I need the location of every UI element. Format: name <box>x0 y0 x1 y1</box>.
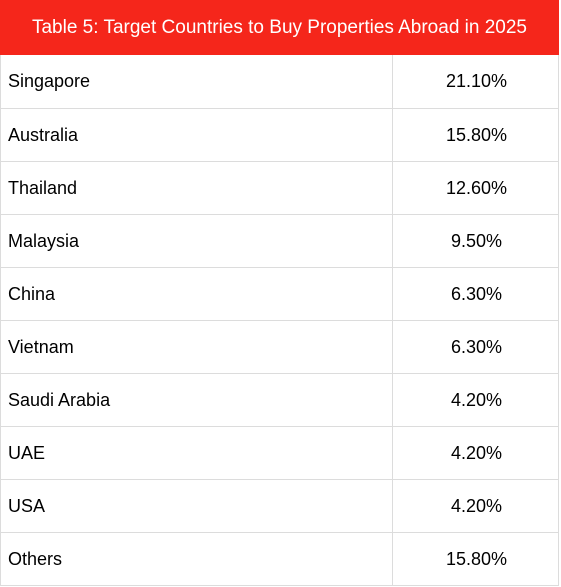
table-row: USA 4.20% <box>1 479 558 532</box>
percentage-cell: 12.60% <box>445 177 508 198</box>
country-cell: Australia <box>1 109 393 161</box>
table-row: China 6.30% <box>1 267 558 320</box>
table-row: Others 15.80% <box>1 532 558 585</box>
country-cell: UAE <box>1 427 393 479</box>
percentage-cell: 4.20% <box>450 442 503 463</box>
table-row: Saudi Arabia 4.20% <box>1 373 558 426</box>
country-cell: Others <box>1 533 393 585</box>
country-cell: China <box>1 268 393 320</box>
percentage-cell: 15.80% <box>445 124 508 145</box>
country-cell: Singapore <box>1 55 393 108</box>
percentage-cell: 9.50% <box>450 230 503 251</box>
table-body: Singapore 21.10% Australia 15.80% Thailand 12… <box>0 55 559 586</box>
percentage-cell: 6.30% <box>450 336 503 357</box>
table-row: Australia 15.80% <box>1 108 558 161</box>
table-row: Thailand 12.60% <box>1 161 558 214</box>
table-row: Malaysia 9.50% <box>1 214 558 267</box>
table-row: UAE 4.20% <box>1 426 558 479</box>
percentage-cell: 15.80% <box>445 548 508 569</box>
percentage-cell: 4.20% <box>450 495 503 516</box>
table-title: Table 5: Target Countries to Buy Propert… <box>0 0 559 55</box>
country-cell: USA <box>1 480 393 532</box>
table-row: Vietnam 6.30% <box>1 320 558 373</box>
percentage-cell: 21.10% <box>445 71 508 91</box>
percentage-cell: 6.30% <box>450 283 503 304</box>
country-cell: Vietnam <box>1 321 393 373</box>
table-row: Singapore 21.10% <box>1 55 558 108</box>
percentage-cell: 4.20% <box>450 389 503 410</box>
country-cell: Malaysia <box>1 215 393 267</box>
country-cell: Thailand <box>1 162 393 214</box>
country-cell: Saudi Arabia <box>1 374 393 426</box>
